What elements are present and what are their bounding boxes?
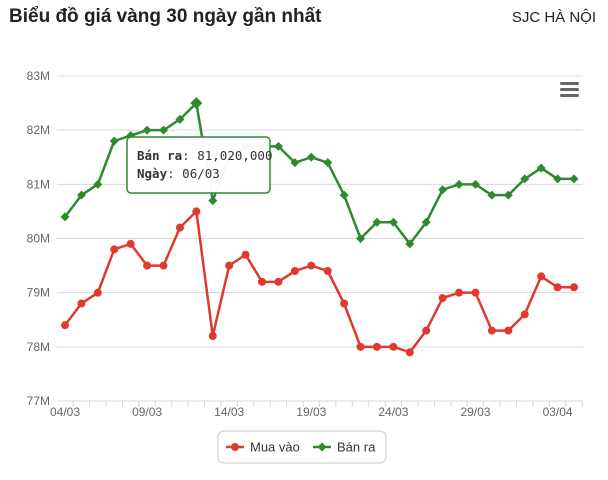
data-point-buy [455,288,464,297]
legend-item-buy[interactable]: Mua vào [226,440,300,455]
data-point-buy [537,272,546,281]
data-point-buy [208,332,217,340]
tooltip-date-value: 06/03 [182,166,220,181]
data-point-sell [388,217,398,227]
x-tick-label: 14/03 [214,405,244,419]
tooltip-date-line: Ngày: 06/03 [137,166,220,181]
data-point-buy [93,288,102,297]
data-point-sell [520,174,530,184]
y-tick-label: 80M [27,232,50,246]
data-point-sell [421,217,431,227]
data-point-buy [241,250,250,259]
data-point-sell [536,163,546,173]
y-axis-labels: 77M 78M 79M 80M 81M 82M 83M [27,69,50,408]
data-point-buy [143,261,152,270]
data-point-sell [372,217,382,227]
data-point-buy [356,342,365,351]
y-tick-label: 82M [27,123,50,137]
data-point-sell [208,196,218,206]
data-point-sell [273,141,283,151]
data-point-buy [159,261,168,270]
data-point-sell [306,152,316,162]
x-tick-label: 03/04 [543,405,573,419]
x-tick-label: 09/03 [132,405,162,419]
data-point-buy [471,288,480,297]
legend-label-sell: Bán ra [337,440,376,455]
tooltip-series-label: Bán ra [137,148,182,163]
data-point-buy [61,321,69,330]
data-point-buy [340,299,349,308]
chart-header: Biểu đồ giá vàng 30 ngày gần nhất SJC HÀ… [9,6,596,32]
x-tick-label: 19/03 [296,405,326,419]
data-point-buy [175,223,184,232]
data-point-buy [422,326,431,335]
legend-item-sell[interactable]: Bán ra [313,440,376,455]
data-point-buy [504,326,513,335]
data-point-sell [569,174,579,184]
tooltip-box [126,136,271,194]
data-point-buy [438,294,447,303]
data-point-buy [290,267,299,275]
legend-label-buy: Mua vào [250,440,300,455]
data-point-buy [192,207,201,216]
data-point-buy [520,310,529,319]
x-tick-label: 04/03 [50,405,80,419]
data-point-buy [307,261,316,270]
hamburger-menu-icon[interactable] [558,78,582,100]
data-point-sell [454,179,464,189]
data-point-sell [175,114,185,124]
legend-box [217,430,387,464]
data-point-buy [487,326,496,335]
data-point-sell [159,125,169,135]
data-point-sell [76,190,86,200]
data-point-buy [405,348,414,357]
tooltip-series-line: Bán ra: 81,020,000 [137,148,272,163]
tooltip: Bán ra: 81,020,000 Ngày: 06/03 [126,136,272,194]
data-point-sell [487,190,497,200]
data-point-sell [553,174,563,184]
chart-title: Biểu đồ giá vàng 30 ngày gần nhất [9,6,322,27]
y-tick-label: 79M [27,286,50,300]
data-point-sell [438,185,448,195]
y-tick-label: 78M [27,340,50,354]
grid-lines [57,75,583,348]
y-tick-label: 81M [27,177,50,191]
data-point-sell [290,158,300,168]
y-tick-label: 83M [27,69,50,83]
data-point-sell [60,212,70,222]
tooltip-date-label: Ngày [137,166,168,181]
data-point-buy [274,277,283,286]
data-point-buy [77,299,86,308]
data-point-buy [323,267,332,275]
data-point-sell [142,125,152,135]
data-point-sell [93,179,103,189]
data-point-buy [258,277,267,286]
data-point-buy [570,283,578,292]
data-point-sell [470,179,480,189]
series-markers [60,97,579,357]
data-point-buy [372,342,381,351]
data-point-buy [110,245,119,254]
data-point-sell [339,190,349,200]
legend: Mua vào Bán ra [217,430,387,464]
data-point-sell [190,97,203,110]
data-point-buy [126,239,135,248]
data-point-sell [405,239,415,249]
data-point-buy [553,283,562,292]
x-tick-label: 29/03 [460,405,490,419]
data-point-sell [503,190,513,200]
data-point-buy [389,342,398,351]
y-tick-label: 77M [27,394,50,408]
data-point-sell [109,136,119,146]
x-tick-label: 24/03 [378,405,408,419]
location-label: SJC HÀ NỘI [511,9,596,26]
x-axis: 04/03 09/03 14/03 19/03 24/03 29/03 03/04 [50,400,583,419]
series-line-buy [63,210,576,354]
tooltip-value: 81,020,000 [197,148,272,163]
data-point-buy [225,261,234,270]
data-point-sell [323,158,333,168]
data-point-sell [356,234,366,243]
